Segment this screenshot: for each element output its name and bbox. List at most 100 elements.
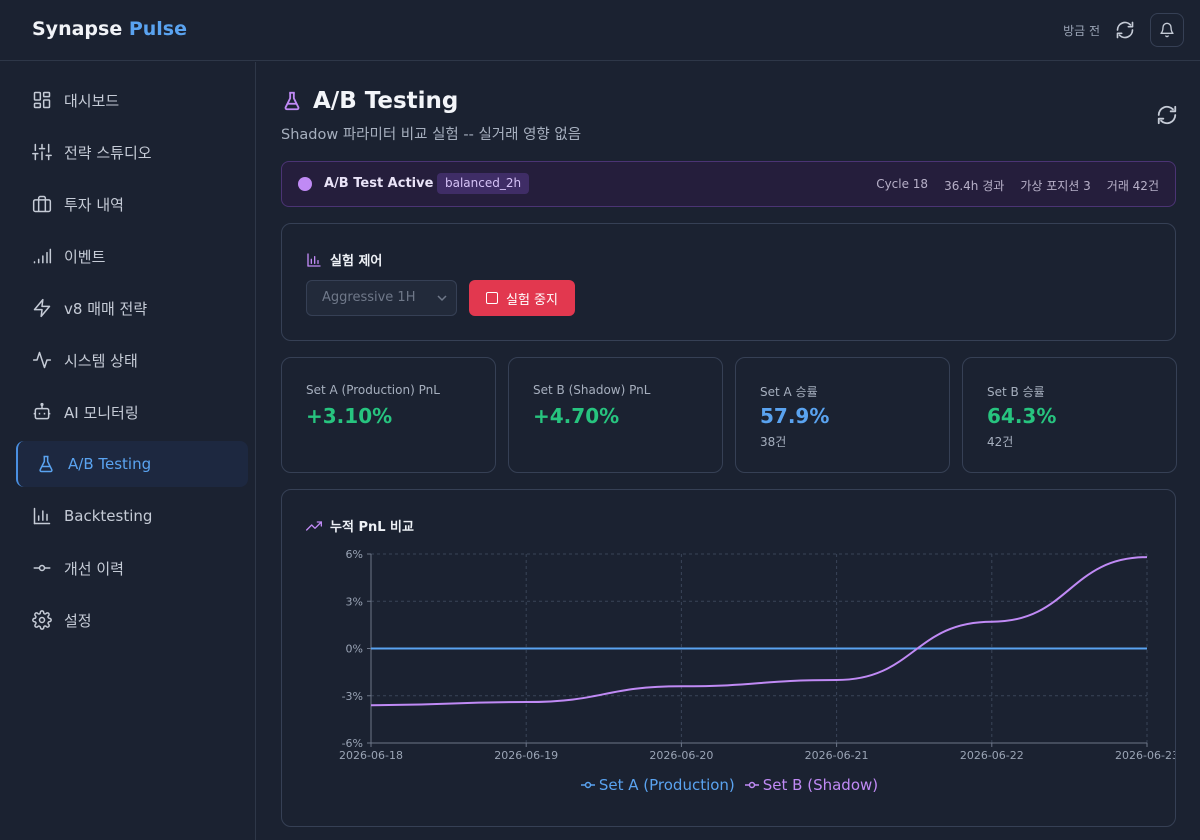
brand-accent: Pulse	[128, 18, 188, 40]
sidebar-item-dashboard[interactable]: 대시보드	[16, 77, 248, 123]
stat-value: 57.9%	[760, 404, 830, 428]
x-tick-label: 2026-06-19	[494, 749, 558, 762]
experiment-control-card: 실험 제어 Aggressive 1H 실험 중지	[281, 223, 1176, 341]
stat-card-set-a-winrate: Set A 승률 57.9% 38건	[735, 357, 950, 473]
page-title-text: A/B Testing	[313, 88, 459, 114]
stat-card-set-b-winrate: Set B 승률 64.3% 42건	[962, 357, 1177, 473]
legend-label: Set A (Production)	[598, 776, 735, 794]
sidebar-item-system-status[interactable]: 시스템 상태	[16, 337, 248, 383]
refresh-icon[interactable]	[1114, 19, 1136, 41]
sidebar-item-improvement-history[interactable]: 개선 이력	[16, 545, 248, 591]
sidebar-item-label: 시스템 상태	[64, 351, 138, 370]
sidebar-item-label: v8 매매 전략	[64, 299, 148, 318]
stop-button-label: 실험 중지	[506, 292, 558, 308]
brand-logo[interactable]: Synapse Pulse	[32, 18, 187, 40]
preset-select-value: Aggressive 1H	[322, 290, 416, 305]
elapsed-time: 36.4h 경과	[944, 179, 1005, 193]
sidebar-item-backtesting[interactable]: Backtesting	[16, 493, 248, 539]
stat-value: +3.10%	[306, 404, 393, 428]
x-tick-label: 2026-06-21	[805, 749, 869, 762]
page-subtitle: Shadow 파라미터 비교 실험 -- 실거래 영향 없음	[281, 127, 582, 143]
legend-marker-icon	[580, 781, 595, 789]
stat-card-set-a-pnl: Set A (Production) PnL +3.10%	[281, 357, 496, 473]
pnl-line-chart: 6% 3% 0% -3% -6%2026-06-18 2026-06-19 2026-06-…	[339, 548, 1175, 762]
sidebar-item-label: 설정	[64, 611, 92, 630]
x-tick-label: 2026-06-18	[339, 749, 403, 762]
flask-icon	[39, 455, 53, 473]
chart-title-text: 누적 PnL 비교	[330, 520, 414, 535]
cycle-count: Cycle 18	[876, 177, 929, 191]
sidebar-item-investments[interactable]: 투자 내역	[16, 181, 248, 227]
gear-icon	[32, 610, 52, 630]
y-tick-label: 3%	[346, 595, 363, 608]
card-title: 실험 제어	[306, 250, 382, 269]
sidebar-item-strategy-studio[interactable]: 전략 스튜디오	[16, 129, 248, 175]
bar-chart-icon	[307, 252, 321, 267]
sidebar-item-label: 대시보드	[64, 91, 120, 110]
y-tick-label: 6%	[346, 548, 363, 561]
stop-icon	[486, 292, 498, 304]
page-title: A/B Testing	[281, 88, 458, 114]
sliders-icon	[32, 143, 52, 161]
sidebar-item-label: 이벤트	[64, 247, 106, 266]
stat-label: Set B 승률	[987, 385, 1045, 399]
last-updated: 방금 전	[1063, 23, 1100, 38]
stat-value: +4.70%	[533, 404, 620, 428]
brand-name: Synapse	[32, 18, 123, 40]
card-title-text: 실험 제어	[330, 254, 383, 269]
bell-icon	[1160, 22, 1174, 38]
stat-sub: 38건	[760, 435, 787, 449]
status-label: A/B Test Active	[324, 176, 434, 191]
robot-icon	[33, 402, 51, 420]
x-tick-label: 2026-06-20	[649, 749, 713, 762]
dashboard-icon	[33, 91, 51, 109]
main-content: A/B Testing Shadow 파라미터 비교 실험 -- 실거래 영향 …	[257, 62, 1200, 840]
notifications-button[interactable]	[1150, 13, 1184, 47]
status-dot	[298, 177, 312, 191]
stat-label: Set B (Shadow) PnL	[533, 383, 651, 397]
sidebar-item-label: A/B Testing	[68, 455, 152, 473]
sidebar-item-settings[interactable]: 설정	[16, 597, 248, 643]
ab-status-banner: A/B Test Active balanced_2h Cycle 18 36.…	[281, 161, 1176, 207]
y-tick-label: -6%	[342, 737, 363, 750]
pnl-chart-card: 누적 PnL 비교 6% 3% 0% -3% -6% 2026-06-18 2026-06-…	[281, 489, 1176, 827]
refresh-button[interactable]	[1156, 104, 1178, 126]
trending-up-icon	[306, 520, 322, 531]
stop-experiment-button[interactable]: 실험 중지	[469, 280, 575, 316]
stat-card-set-b-pnl: Set B (Shadow) PnL +4.70%	[508, 357, 723, 473]
chevron-down-icon	[437, 295, 447, 302]
sidebar-item-label: Backtesting	[64, 507, 153, 525]
card-title: 누적 PnL 비교	[306, 516, 414, 535]
flask-icon	[284, 91, 300, 111]
sidebar: 대시보드 전략 스튜디오 투자 내역 이벤트 v8 매매 전략 시스템 상태 A…	[0, 62, 256, 840]
top-bar: Synapse Pulse 방금 전	[0, 0, 1200, 61]
stat-label: Set A (Production) PnL	[306, 383, 440, 397]
stat-sub: 42건	[987, 435, 1014, 449]
legend-marker-icon	[744, 781, 759, 789]
y-tick-label: 0%	[346, 643, 363, 656]
bar-chart-icon	[33, 507, 51, 525]
briefcase-icon	[32, 195, 52, 213]
stat-label: Set A 승률	[760, 385, 818, 399]
sidebar-item-label: 투자 내역	[64, 195, 124, 214]
trade-count: 거래 42건	[1106, 179, 1159, 193]
preset-badge: balanced_2h	[437, 173, 530, 194]
preset-select[interactable]: Aggressive 1H	[306, 280, 457, 316]
sidebar-item-v8-strategy[interactable]: v8 매매 전략	[16, 285, 248, 331]
sidebar-item-ab-testing[interactable]: A/B Testing	[16, 441, 248, 487]
sidebar-item-ai-monitoring[interactable]: AI 모니터링	[16, 389, 248, 435]
sidebar-item-events[interactable]: 이벤트	[16, 233, 248, 279]
sidebar-item-label: AI 모니터링	[64, 403, 139, 422]
virtual-positions: 가상 포지션 3	[1020, 179, 1091, 193]
chart-legend: Set A (Production) Set B (Shadow)	[282, 776, 1177, 794]
y-tick-label: -3%	[342, 690, 363, 703]
x-tick-label: 2026-06-22	[960, 749, 1024, 762]
sidebar-item-label: 개선 이력	[64, 559, 124, 578]
legend-item[interactable]: Set A (Production)	[580, 776, 735, 794]
x-tick-label: 2026-06-23	[1115, 749, 1175, 762]
legend-item[interactable]: Set B (Shadow)	[744, 776, 879, 794]
sidebar-item-label: 전략 스튜디오	[64, 143, 152, 162]
legend-label: Set B (Shadow)	[762, 776, 879, 794]
series-line-set-b	[370, 556, 1148, 707]
refresh-icon	[1157, 105, 1177, 125]
